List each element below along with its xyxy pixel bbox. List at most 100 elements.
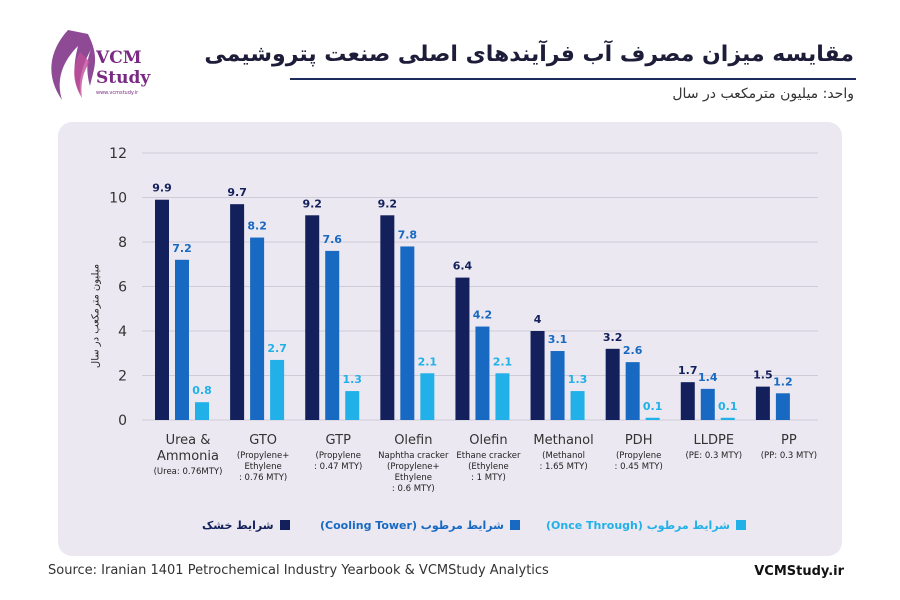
data-label: 2.1 bbox=[418, 355, 438, 368]
bar bbox=[155, 199, 169, 420]
bar bbox=[305, 215, 320, 420]
data-label: 3.1 bbox=[548, 333, 568, 346]
category-label: GTP bbox=[326, 433, 352, 448]
vcmstudy-logo bbox=[51, 30, 96, 100]
y-tick-label: 2 bbox=[118, 369, 127, 385]
y-tick-label: 6 bbox=[118, 280, 127, 296]
site-url: VCMStudy.ir bbox=[754, 564, 844, 579]
category-label: LLDPE bbox=[693, 433, 734, 448]
category-label: Ammonia bbox=[157, 449, 219, 464]
bar bbox=[250, 237, 265, 420]
data-label: 2.1 bbox=[493, 355, 513, 368]
category-detail-label: : 0.76 MTY) bbox=[239, 473, 287, 483]
y-tick-label: 4 bbox=[118, 324, 127, 340]
source-note: Source: Iranian 1401 Petrochemical Indus… bbox=[48, 563, 549, 578]
category-detail-label: : 1 MTY) bbox=[471, 473, 506, 483]
legend-label-cooling-tower: شرایط مرطوب (Cooling Tower) bbox=[320, 518, 504, 532]
data-label: 1.3 bbox=[342, 373, 362, 386]
category-detail-label: : 0.6 MTY) bbox=[392, 484, 435, 494]
bar bbox=[495, 373, 510, 420]
page-title: مقایسه میزان مصرف آب فرآیندهای اصلی صنعت… bbox=[204, 42, 854, 67]
bar bbox=[605, 348, 620, 420]
bar bbox=[475, 326, 490, 420]
bar bbox=[680, 382, 695, 420]
data-label: 0.1 bbox=[643, 400, 663, 413]
category-label: Urea & bbox=[166, 433, 211, 448]
unit-label: واحد: میلیون مترمکعب در سال bbox=[672, 86, 854, 102]
data-label: 6.4 bbox=[453, 260, 473, 273]
bar bbox=[625, 362, 640, 420]
logo-name-line2: Study bbox=[96, 68, 151, 88]
data-label: 7.6 bbox=[322, 233, 342, 246]
legend-item-dry: شرایط خشک bbox=[202, 516, 290, 534]
category-detail-label: : 0.45 MTY) bbox=[615, 462, 663, 472]
bar bbox=[325, 250, 340, 420]
category-label: Olefin bbox=[469, 433, 507, 448]
bar bbox=[455, 277, 470, 420]
logo-site-small: www.vcmstudy.ir bbox=[96, 90, 139, 96]
data-label: 1.2 bbox=[773, 375, 793, 388]
bar bbox=[175, 259, 189, 420]
data-label: 4 bbox=[534, 313, 542, 326]
bar bbox=[550, 351, 565, 420]
logo-name-line1: VCM bbox=[96, 48, 142, 68]
legend-label-dry: شرایط خشک bbox=[202, 518, 274, 532]
bar bbox=[645, 417, 660, 420]
category-detail-label: Ethylene bbox=[244, 462, 281, 472]
data-label: 1.3 bbox=[568, 373, 588, 386]
bar bbox=[400, 246, 415, 420]
data-label: 7.8 bbox=[398, 228, 418, 241]
data-label: 0.8 bbox=[192, 384, 212, 397]
y-tick-label: 0 bbox=[118, 413, 127, 429]
legend-swatch-cooling-tower bbox=[509, 520, 520, 530]
category-detail-label: Ethane cracker bbox=[456, 451, 521, 461]
category-detail-label: (PP: 0.3 MTY) bbox=[761, 451, 817, 461]
bar bbox=[270, 359, 285, 420]
category-detail-label: : 1.65 MTY) bbox=[539, 462, 587, 472]
y-tick-labels: 0 2 4 6 8 10 12 bbox=[109, 146, 127, 429]
bar bbox=[420, 373, 435, 420]
legend-item-once-through: شرایط مرطوب (Once Through) bbox=[546, 516, 746, 534]
data-label: 2.6 bbox=[623, 344, 643, 357]
legend-label-once-through: شرایط مرطوب (Once Through) bbox=[546, 518, 730, 532]
data-label: 2.7 bbox=[267, 342, 287, 355]
bar bbox=[570, 391, 585, 420]
category-labels: Urea &Ammonia (Urea: 0.76MTY) GTO (Propylen… bbox=[154, 433, 817, 494]
value-labels: 9.9 7.2 0.8 9.7 8.2 2.7 9.2 7.6 1.3 9.2 7.8 2.1 6.4 4… bbox=[152, 182, 792, 413]
bars bbox=[155, 199, 790, 420]
data-label: 9.7 bbox=[227, 186, 247, 199]
bar bbox=[775, 393, 790, 420]
logo-text: VCM Study bbox=[96, 48, 150, 88]
bar bbox=[230, 204, 245, 420]
data-label: 1.7 bbox=[678, 364, 698, 377]
category-label: PP bbox=[781, 433, 797, 448]
data-label: 0.1 bbox=[718, 400, 738, 413]
y-tick-label: 12 bbox=[109, 146, 127, 162]
data-label: 9.2 bbox=[302, 197, 322, 210]
data-label: 9.2 bbox=[378, 197, 398, 210]
data-label: 8.2 bbox=[247, 220, 267, 233]
category-label: Olefin bbox=[394, 433, 432, 448]
data-label: 4.2 bbox=[473, 309, 493, 322]
category-detail-label: Naphtha cracker bbox=[378, 451, 449, 461]
category-label: GTO bbox=[249, 433, 277, 448]
category-detail-label: (Methanol bbox=[542, 451, 585, 461]
category-detail-label: Ethylene bbox=[395, 473, 432, 483]
data-label: 7.2 bbox=[172, 242, 192, 255]
data-label: 9.9 bbox=[152, 182, 172, 195]
bar bbox=[380, 215, 395, 420]
category-detail-label: (PE: 0.3 MTY) bbox=[685, 451, 742, 461]
y-tick-label: 10 bbox=[109, 191, 127, 207]
category-detail-label: (Propylene bbox=[316, 451, 361, 461]
bar bbox=[530, 331, 545, 420]
y-tick-label: 8 bbox=[118, 235, 127, 251]
category-detail-label: (Urea: 0.76MTY) bbox=[154, 467, 223, 477]
legend-item-cooling-tower: شرایط مرطوب (Cooling Tower) bbox=[320, 516, 520, 534]
category-detail-label: (Propylene+ bbox=[237, 451, 290, 461]
category-detail-label: (Propylene+ bbox=[387, 462, 440, 472]
data-label: 1.5 bbox=[753, 369, 773, 382]
bar bbox=[345, 391, 360, 420]
bar bbox=[700, 388, 715, 420]
category-detail-label: (Ethylene bbox=[468, 462, 509, 472]
